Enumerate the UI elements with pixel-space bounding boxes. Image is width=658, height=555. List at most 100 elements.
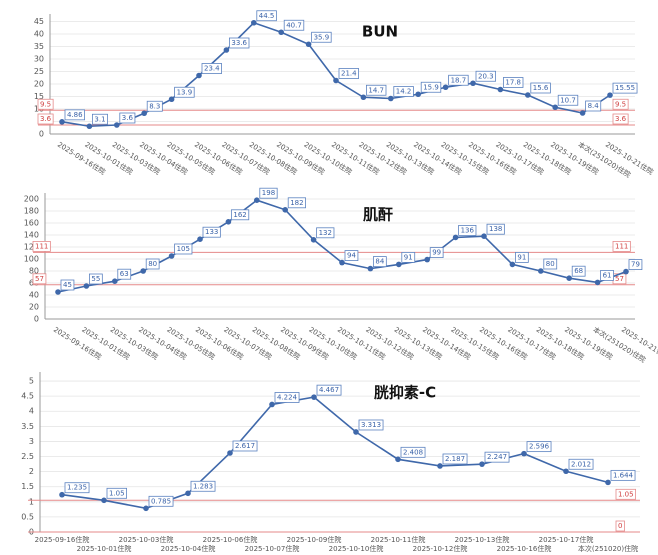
label-box [32, 273, 47, 285]
data-point [605, 479, 611, 486]
data-point [396, 261, 402, 268]
label-box [174, 243, 193, 255]
data-label: 44.5 [259, 12, 275, 20]
data-point [143, 505, 149, 512]
x-tick-label: 2025-09-16住院 [56, 140, 107, 177]
label-box [117, 268, 132, 280]
x-tick-label: 2025-10-13住院 [393, 325, 444, 362]
y-tick-label: 15 [34, 92, 44, 101]
data-label: 45 [63, 281, 72, 289]
y-tick-label: 80 [29, 267, 39, 276]
y-tick-label: 200 [24, 195, 39, 204]
y-tick-label: 20 [34, 80, 44, 89]
label-box [287, 197, 306, 209]
data-label: 4.467 [319, 386, 339, 394]
x-tick-label: 2025-10-08住院 [251, 325, 302, 362]
data-point [367, 265, 374, 272]
x-tick-label: 2025-10-13住院 [385, 140, 436, 177]
x-tick-label: 2025-10-17住院 [494, 140, 545, 177]
data-label: 68 [574, 267, 583, 275]
data-point [360, 94, 367, 101]
reference-label: 9.5 [615, 100, 626, 108]
label-box [60, 279, 75, 291]
data-point [196, 72, 202, 79]
data-label: 4.224 [277, 393, 298, 401]
data-point [112, 278, 118, 285]
x-tick-label: 2025-10-15住院 [449, 325, 500, 362]
label-box [228, 37, 250, 49]
data-label: 1.283 [193, 482, 213, 490]
label-box [274, 392, 300, 403]
label-box [628, 259, 643, 271]
data-label: 1.644 [613, 471, 634, 479]
label-box [448, 74, 469, 86]
y-tick-label: 4 [29, 407, 34, 416]
label-box [475, 70, 496, 82]
x-tick-label: 本次(251020)住院 [591, 325, 647, 365]
data-label: 17.8 [505, 79, 521, 87]
label-box [37, 113, 54, 125]
data-label: 91 [517, 253, 526, 261]
data-label: 15.6 [533, 84, 549, 92]
label-box [89, 273, 103, 285]
label-box [145, 258, 160, 270]
label-box [283, 19, 305, 31]
label-box [372, 256, 387, 268]
data-label: 15.55 [615, 84, 635, 92]
label-box [612, 82, 638, 94]
x-tick-label: 2025-10-19住院 [549, 140, 600, 177]
x-tick-label: 2025-10-12住院 [357, 140, 408, 177]
x-tick-label: 2025-10-07住院 [245, 544, 300, 553]
reference-label: 111 [615, 242, 628, 250]
x-tick-label: 2025-10-16住院 [497, 544, 552, 553]
reference-label: 57 [615, 275, 624, 283]
label-box [358, 419, 384, 431]
x-tick-label: 2025-10-08住院 [248, 140, 299, 177]
data-point [481, 233, 487, 239]
chart-title: BUN [362, 23, 398, 41]
data-point [225, 219, 232, 225]
x-tick-label: 2025-10-11住院 [336, 325, 387, 362]
x-tick-label: 2025-10-10住院 [307, 325, 358, 362]
x-tick-label: 2025-09-16住院 [35, 535, 90, 544]
x-tick-label: 2025-10-18住院 [535, 325, 586, 362]
data-label: 2.012 [571, 460, 591, 468]
data-point [470, 80, 476, 87]
y-tick-label: 30 [34, 55, 44, 64]
label-box [202, 226, 221, 238]
data-point [227, 450, 233, 456]
label-box [615, 488, 636, 500]
x-tick-label: 2025-10-05住院 [165, 140, 216, 177]
data-label: 4.86 [67, 111, 83, 119]
label-box [429, 247, 444, 259]
data-label: 79 [631, 261, 640, 269]
data-label: 138 [489, 225, 502, 233]
y-tick-label: 2.5 [21, 452, 34, 461]
label-box [568, 458, 594, 470]
data-label: 2.247 [487, 453, 507, 461]
x-tick-label: 2025-10-10住院 [302, 140, 353, 177]
data-label: 1.05 [109, 489, 125, 497]
label-box [148, 495, 174, 507]
data-point [55, 289, 61, 295]
y-tick-label: 4.5 [21, 392, 34, 401]
data-point [253, 197, 260, 203]
data-point [269, 401, 275, 408]
x-tick-label: 2025-10-06住院 [203, 535, 258, 544]
data-point [579, 110, 586, 116]
x-tick-label: 2025-10-09住院 [287, 535, 342, 544]
data-label: 91 [404, 253, 413, 261]
data-point [388, 95, 394, 102]
y-tick-label: 3 [29, 437, 34, 446]
data-label: 136 [461, 226, 475, 234]
data-label: 63 [120, 270, 129, 278]
x-tick-label: 2025-10-16住院 [467, 140, 518, 177]
x-tick-label: 2025-10-14住院 [412, 140, 463, 177]
y-tick-label: 0 [34, 315, 39, 324]
label-box [557, 94, 579, 106]
x-tick-label: 2025-10-13住院 [455, 535, 510, 544]
y-tick-label: 0 [39, 130, 44, 139]
label-box [401, 251, 416, 263]
data-label: 198 [262, 189, 275, 197]
